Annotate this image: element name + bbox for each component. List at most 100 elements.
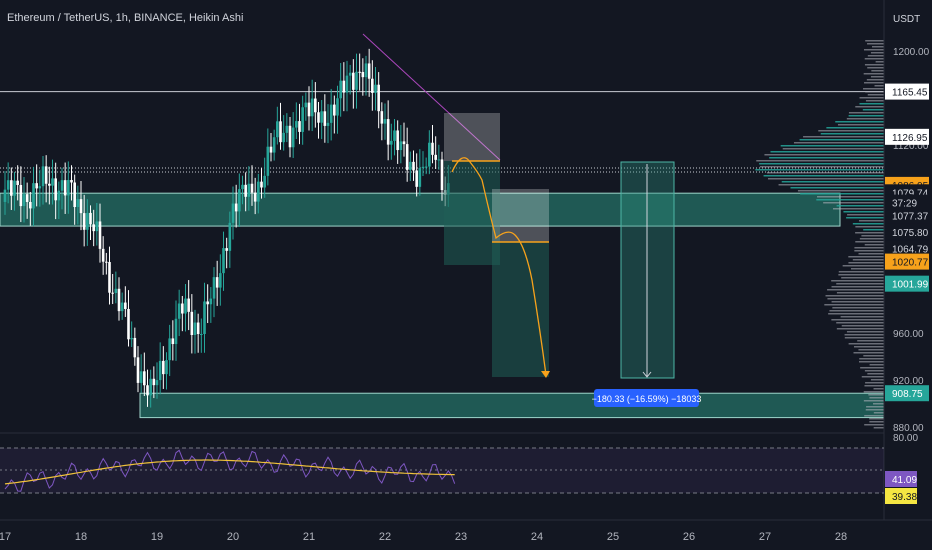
- candle-body: [431, 142, 434, 155]
- volume-bar: [855, 232, 884, 234]
- projection-target-2[interactable]: [492, 242, 549, 377]
- date-tick-label: 26: [683, 531, 695, 543]
- volume-bar: [863, 391, 884, 393]
- candle-body: [38, 186, 42, 189]
- volume-bar: [782, 148, 884, 150]
- volume-bar: [767, 178, 884, 180]
- candle-body: [380, 111, 384, 124]
- trendline[interactable]: [362, 33, 501, 161]
- price-tag: 1075.80: [892, 228, 929, 239]
- candle-body: [13, 180, 16, 196]
- price-tag: 37:29: [892, 199, 917, 210]
- volume-bar: [848, 256, 884, 258]
- candle-body: [44, 166, 48, 184]
- volume-bar: [756, 160, 884, 162]
- candle-body: [412, 161, 415, 171]
- date-tick-label: 19: [151, 531, 163, 543]
- candle-body: [291, 127, 295, 148]
- volume-bar: [861, 235, 884, 237]
- volume-bar: [873, 388, 884, 390]
- forecast-arrowhead-icon: [541, 371, 550, 378]
- candle-body: [282, 132, 285, 143]
- candle-body: [371, 78, 374, 93]
- candle-body: [409, 161, 412, 170]
- volume-bar: [867, 94, 884, 96]
- candle-body: [79, 199, 83, 214]
- candle-body: [339, 80, 342, 99]
- volume-bar: [865, 40, 884, 42]
- candle-body: [184, 298, 187, 314]
- price-tag-bg: [885, 275, 929, 292]
- volume-bar: [838, 271, 884, 273]
- candle-body: [19, 184, 23, 207]
- candle-body: [253, 192, 257, 202]
- candle-body: [139, 371, 143, 383]
- volume-bar: [867, 55, 884, 57]
- rsi-ma-line: [4, 459, 455, 485]
- volume-bar: [837, 124, 884, 126]
- candle-body: [143, 371, 146, 386]
- volume-bar: [864, 424, 884, 426]
- volume-bar: [799, 139, 884, 141]
- candle-body: [155, 380, 159, 386]
- candle-body: [162, 360, 165, 375]
- volume-bar: [866, 406, 884, 408]
- volume-bar: [873, 427, 884, 429]
- volume-bar: [858, 361, 884, 363]
- volume-bar: [864, 82, 884, 84]
- projection-box-2[interactable]: [492, 189, 549, 242]
- date-tick-label: 18: [75, 531, 87, 543]
- volume-bar: [823, 202, 884, 204]
- volume-bar: [864, 49, 884, 51]
- projection-box-1[interactable]: [444, 113, 500, 161]
- volume-bar: [766, 172, 884, 174]
- volume-bar: [843, 211, 884, 213]
- candle-body: [101, 248, 105, 262]
- price-tag: 1165.45: [892, 88, 928, 99]
- candle-body: [317, 112, 320, 123]
- volume-bar: [759, 163, 884, 165]
- volume-bar: [790, 187, 884, 189]
- volume-bar: [855, 241, 884, 243]
- candle-body: [361, 71, 365, 78]
- volume-bar: [847, 214, 884, 216]
- date-tick-label: 28: [835, 531, 847, 543]
- candle-body: [231, 203, 235, 223]
- volume-bar: [778, 184, 884, 186]
- candle-body: [127, 308, 130, 340]
- price-tag-bg: [885, 207, 929, 224]
- volume-bar: [842, 265, 884, 267]
- volume-bar: [852, 259, 884, 261]
- candle-body: [269, 146, 273, 153]
- date-tick-label: 21: [303, 531, 315, 543]
- volume-bar: [841, 325, 884, 327]
- candle-body: [222, 248, 225, 274]
- candle-body: [225, 248, 228, 251]
- price-tag-bg: [885, 253, 929, 270]
- candle-body: [136, 357, 140, 383]
- volume-bar: [869, 364, 884, 366]
- volume-bar: [864, 244, 884, 246]
- volume-bar: [844, 337, 884, 339]
- candle-body: [295, 121, 298, 128]
- price-tag: 1020.77: [892, 258, 929, 269]
- volume-bar: [870, 76, 884, 78]
- candle-body: [187, 298, 190, 312]
- forecast-arrow-path[interactable]: [451, 157, 547, 376]
- date-tick-label: 27: [759, 531, 771, 543]
- volume-bar: [848, 115, 884, 117]
- volume-bar: [826, 127, 884, 129]
- projection-target-1[interactable]: [444, 161, 500, 265]
- price-tick-label: 960.00: [893, 329, 924, 340]
- volume-bar: [824, 304, 884, 306]
- rsi-line: [4, 449, 456, 492]
- candle-body: [86, 212, 89, 230]
- candle-body: [63, 180, 67, 196]
- rsi-tag-bg: [885, 488, 917, 504]
- volume-bar: [874, 85, 884, 87]
- candle-body: [174, 318, 178, 345]
- volume-bar: [800, 193, 884, 195]
- volume-bar: [855, 226, 884, 228]
- volume-bar: [832, 208, 884, 210]
